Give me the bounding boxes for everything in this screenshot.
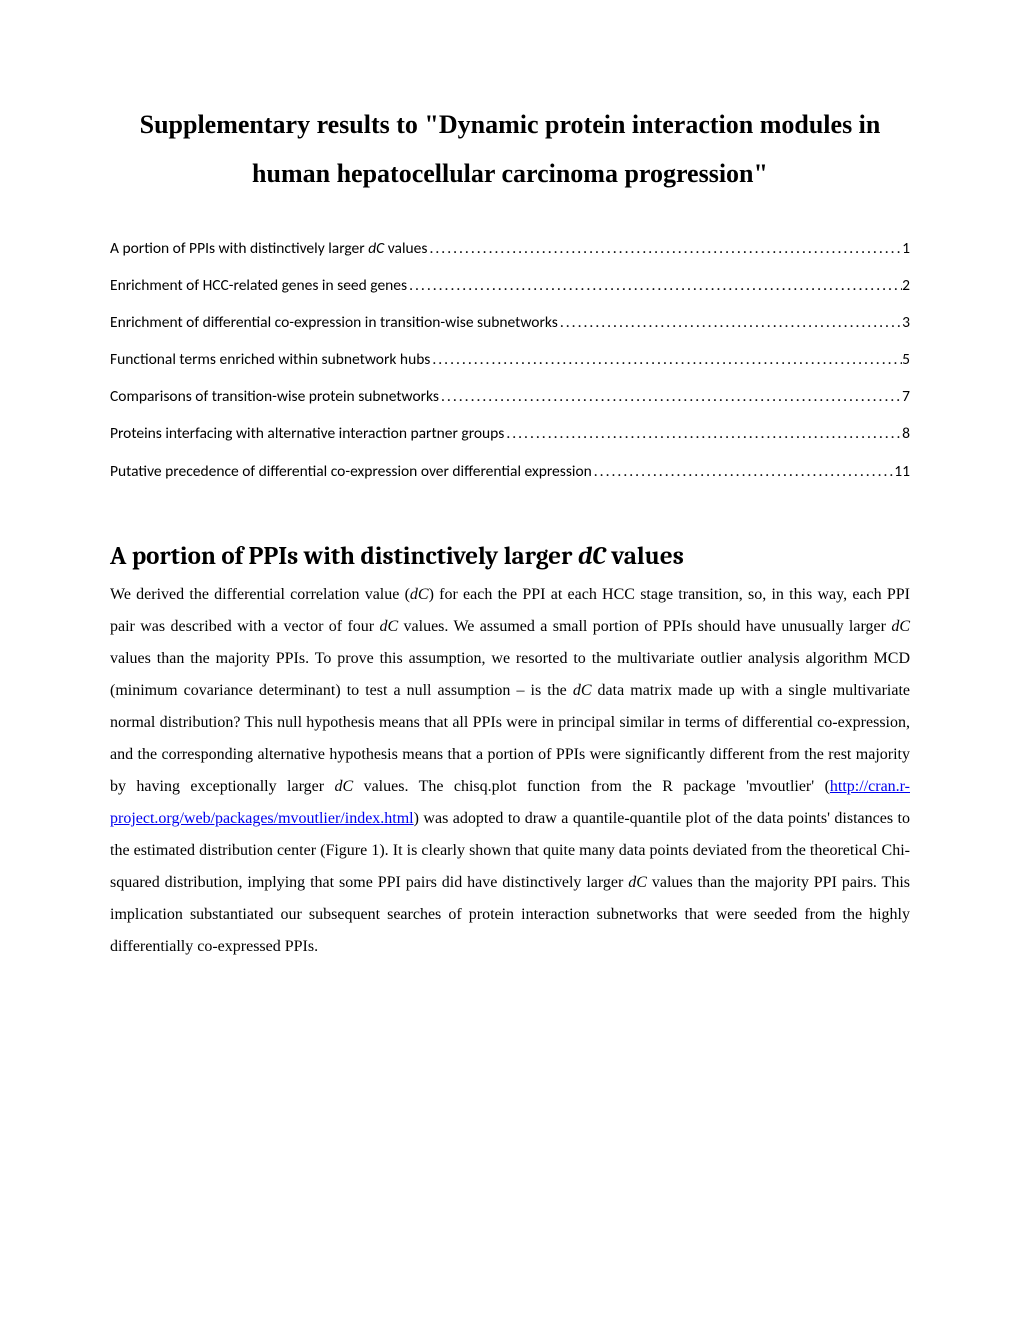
section-heading: A portion of PPIs with distinctively lar…: [110, 542, 910, 571]
title-line-2: human hepatocellular carcinoma progressi…: [252, 159, 768, 188]
toc-label: Comparisons of transition-wise protein s…: [110, 387, 439, 407]
toc-leader-dots: ........................................…: [407, 276, 902, 296]
toc-leader-dots: ........................................…: [504, 424, 902, 444]
toc-label: Enrichment of differential co-expression…: [110, 313, 558, 333]
toc-label: Enrichment of HCC-related genes in seed …: [110, 276, 407, 296]
toc-label: Putative precedence of differential co-e…: [110, 462, 592, 482]
toc-entry[interactable]: Proteins interfacing with alternative in…: [110, 424, 910, 444]
toc-leader-dots: ........................................…: [439, 387, 902, 407]
toc-entry[interactable]: Enrichment of HCC-related genes in seed …: [110, 276, 910, 296]
toc-leader-dots: ........................................…: [592, 462, 895, 482]
toc-entry[interactable]: Putative precedence of differential co-e…: [110, 462, 910, 482]
toc-label: A portion of PPIs with distinctively lar…: [110, 239, 427, 259]
document-title: Supplementary results to "Dynamic protei…: [110, 100, 910, 199]
toc-leader-dots: ........................................…: [558, 313, 902, 333]
toc-page-number: 7: [902, 387, 910, 407]
toc-leader-dots: ........................................…: [427, 239, 902, 259]
toc-page-number: 8: [902, 424, 910, 444]
toc-page-number: 11: [894, 462, 910, 482]
body-paragraph: We derived the differential correlation …: [110, 579, 910, 963]
title-line-1: Supplementary results to "Dynamic protei…: [140, 110, 881, 139]
toc-entry[interactable]: A portion of PPIs with distinctively lar…: [110, 239, 910, 259]
toc-entry[interactable]: Comparisons of transition-wise protein s…: [110, 387, 910, 407]
toc-label: Functional terms enriched within subnetw…: [110, 350, 430, 370]
toc-label: Proteins interfacing with alternative in…: [110, 424, 504, 444]
toc-page-number: 5: [902, 350, 910, 370]
table-of-contents: A portion of PPIs with distinctively lar…: [110, 239, 910, 482]
toc-entry[interactable]: Enrichment of differential co-expression…: [110, 313, 910, 333]
toc-leader-dots: ........................................…: [430, 350, 902, 370]
toc-entry[interactable]: Functional terms enriched within subnetw…: [110, 350, 910, 370]
toc-page-number: 1: [902, 239, 910, 259]
toc-page-number: 2: [902, 276, 910, 296]
toc-page-number: 3: [902, 313, 910, 333]
